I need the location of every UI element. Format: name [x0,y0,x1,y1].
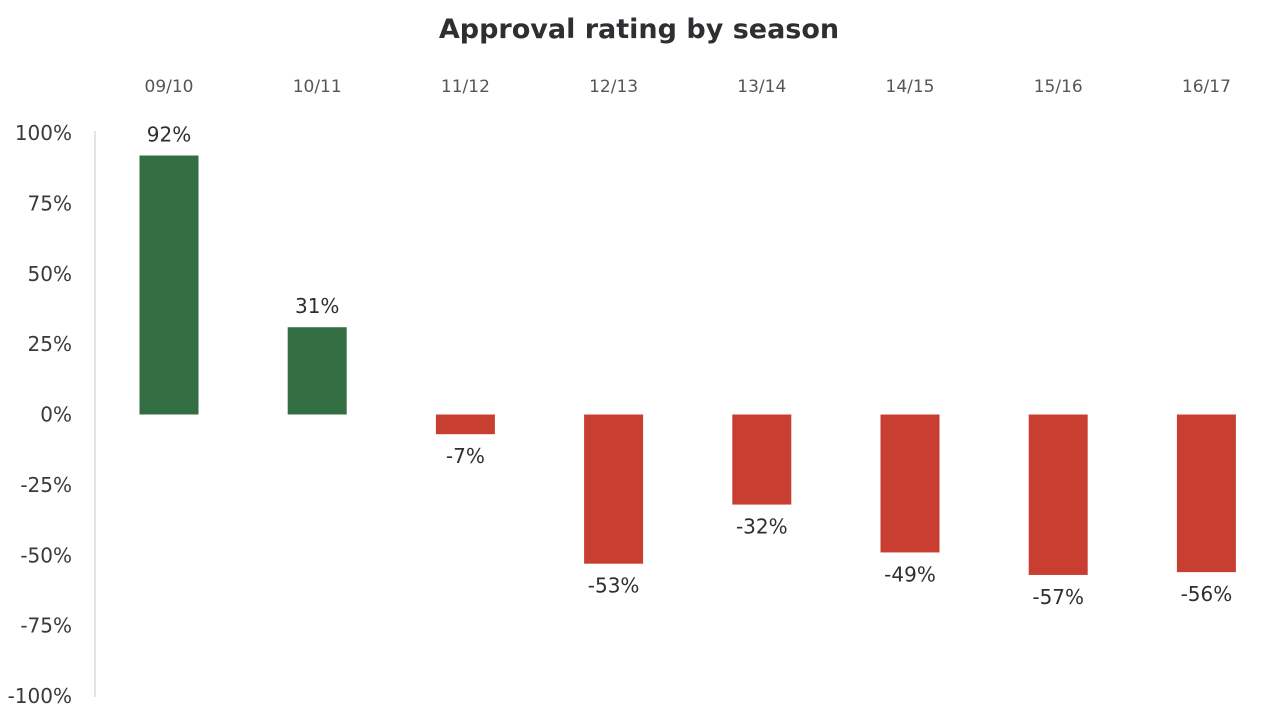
y-tick-label: -75% [20,614,72,638]
bar-13-14 [732,414,792,505]
category-label: 13/14 [737,77,786,97]
y-tick-label: -100% [8,684,72,708]
value-label: -7% [446,444,485,468]
category-label: 14/15 [886,77,935,97]
category-labels: 09/10 10/11 11/12 12/13 13/14 14/15 15/16 16/17 [145,77,1231,97]
value-label: 31% [295,294,339,318]
category-label: 15/16 [1034,77,1083,97]
value-label: -53% [588,574,640,598]
value-label: -57% [1032,585,1084,609]
value-label: -32% [736,515,788,539]
value-label: -49% [884,562,936,586]
y-tick-label: 25% [28,332,72,356]
bar-10-11 [287,327,347,415]
bar-15-16 [1028,414,1088,575]
chart-title: Approval rating by season [439,14,839,45]
y-tick-label: 75% [28,191,72,215]
bar-09-10 [139,155,199,415]
y-tick-label: 50% [28,262,72,286]
category-label: 12/13 [589,77,638,97]
bar-14-15 [880,414,940,553]
y-tick-label: -25% [20,473,72,497]
category-label: 09/10 [145,77,194,97]
bar-11-12 [435,414,495,435]
y-axis-ticks: 100% 75% 50% 25% 0% -25% -50% -75% -100% [8,121,72,708]
bar-12-13 [584,414,644,564]
value-labels: 92% 31% -7% -53% -32% -49% -57% -56% [147,123,1232,609]
category-label: 16/17 [1182,77,1231,97]
bar-series [139,155,1236,575]
y-tick-label: 100% [15,121,72,145]
bar-16-17 [1176,414,1236,573]
category-label: 10/11 [293,77,342,97]
y-tick-label: -50% [20,543,72,567]
value-label: -56% [1181,582,1233,606]
category-label: 11/12 [441,77,490,97]
value-label: 92% [147,123,191,147]
y-tick-label: 0% [40,403,72,427]
